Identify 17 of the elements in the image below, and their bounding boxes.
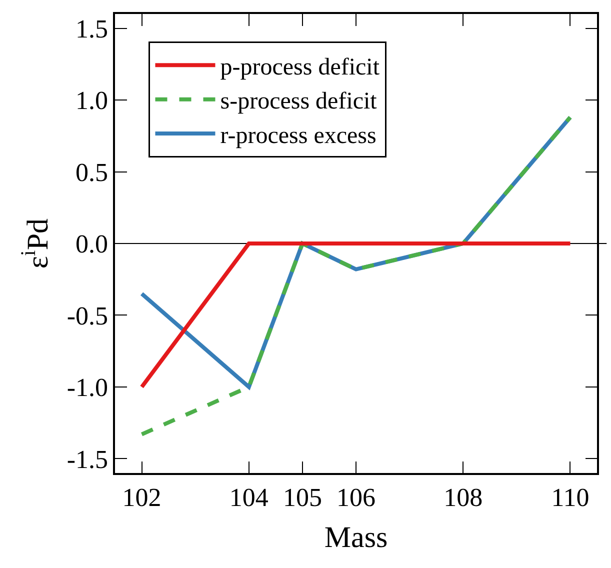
y-tick-label: 0.0 [76,230,108,259]
legend-label: r-process excess [220,122,376,149]
y-tick-label: -1.5 [66,444,108,474]
y-tick-label: 1.0 [76,86,108,116]
y-tick-label: -0.5 [66,301,108,330]
y-tick-label: -1.0 [66,373,108,402]
x-axis-title: Mass [324,520,388,554]
x-tick-label: 108 [444,482,483,512]
legend-label: p-process deficit [220,54,380,80]
y-tick-label: 1.5 [76,14,108,44]
y-tick-label: 0.5 [76,158,108,187]
x-tick-label: 102 [122,482,162,512]
x-tick-label: 110 [551,482,590,512]
x-tick-label: 104 [229,482,268,512]
x-tick-label: 105 [282,482,322,512]
x-tick-label: 106 [336,482,376,512]
legend-label: s-process deficit [220,88,378,115]
